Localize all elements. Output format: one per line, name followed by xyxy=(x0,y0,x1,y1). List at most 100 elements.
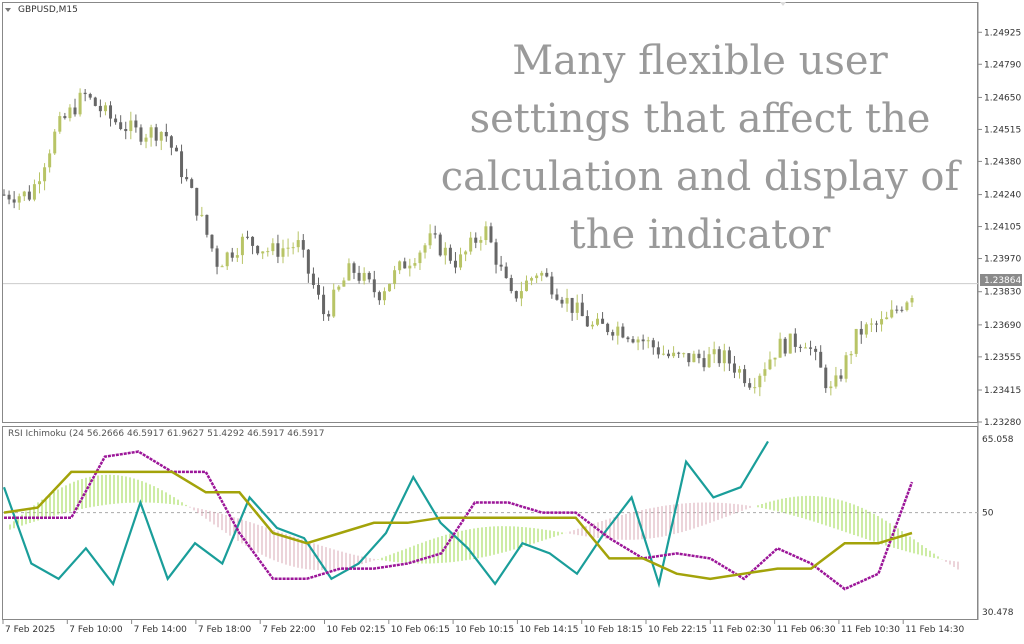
price-tick-label: 1.23830 xyxy=(984,288,1021,298)
candle-body xyxy=(98,105,102,112)
candle-body xyxy=(646,340,650,342)
candle-body xyxy=(839,375,843,379)
rsi-tick-label: 50 xyxy=(982,509,994,519)
candle-body xyxy=(803,347,807,349)
candle-body xyxy=(651,340,655,348)
candle-body xyxy=(83,92,87,95)
candle-body xyxy=(200,214,204,216)
candle-body xyxy=(352,263,356,273)
scroll-marker xyxy=(780,2,786,6)
candle-body xyxy=(266,251,270,253)
candle-body xyxy=(58,116,62,132)
candle-body xyxy=(859,328,863,335)
candle-body xyxy=(256,245,260,254)
candle-body xyxy=(129,120,133,132)
chart-menu-icon[interactable] xyxy=(5,8,11,12)
candle-body xyxy=(611,332,615,336)
candle-body xyxy=(286,247,290,249)
candle-body xyxy=(438,234,442,256)
candle-body xyxy=(296,240,300,248)
candle-body xyxy=(261,251,265,254)
rsi-tick-label: 30.478 xyxy=(982,608,1014,618)
overlay-line-4: the indicator xyxy=(569,212,831,258)
candle-body xyxy=(743,369,747,384)
candle-body xyxy=(245,236,249,238)
price-tick-label: 1.24515 xyxy=(984,125,1021,135)
time-tick-label: 11 Feb 06:30 xyxy=(777,625,836,635)
candle-body xyxy=(519,291,523,299)
candle-body xyxy=(7,194,11,200)
candle-body xyxy=(63,116,67,119)
rsi-line xyxy=(2,440,769,589)
candle-body xyxy=(717,349,721,364)
candle-body xyxy=(342,280,346,287)
candle-body xyxy=(890,309,894,318)
candle-body xyxy=(433,233,437,235)
candle-body xyxy=(834,375,838,387)
candle-body xyxy=(93,97,97,106)
candle-body xyxy=(677,352,681,354)
candle-body xyxy=(753,387,757,389)
candle-body xyxy=(667,353,671,357)
candle-body xyxy=(169,136,173,148)
candle-body xyxy=(367,272,371,280)
candle-body xyxy=(174,147,178,152)
candle-body xyxy=(692,353,696,363)
candle-body xyxy=(32,184,36,200)
candle-body xyxy=(748,383,752,388)
candle-body xyxy=(443,247,447,256)
candle-body xyxy=(580,302,584,317)
indicator-label: RSI Ichimoku (24 56.2666 46.5917 61.9627… xyxy=(8,429,325,439)
candle-body xyxy=(793,333,797,347)
candle-body xyxy=(459,254,463,268)
candle-body xyxy=(453,260,457,268)
candle-body xyxy=(773,357,777,360)
candle-body xyxy=(545,272,549,277)
candle-body xyxy=(874,323,878,325)
candle-body xyxy=(337,286,341,290)
price-tick-label: 1.23280 xyxy=(984,418,1021,428)
candle-body xyxy=(464,251,468,255)
candle-body xyxy=(768,359,772,370)
candle-body xyxy=(53,131,57,154)
candle-body xyxy=(124,128,128,132)
candle-body xyxy=(585,316,589,327)
candle-body xyxy=(149,127,153,138)
candle-body xyxy=(428,233,432,246)
candle-body xyxy=(377,292,381,301)
time-tick-label: 10 Feb 14:15 xyxy=(519,625,578,635)
candle-body xyxy=(159,131,163,141)
candle-body xyxy=(509,278,513,292)
candle-body xyxy=(616,326,620,336)
candle-body xyxy=(570,297,574,313)
candle-body xyxy=(910,298,914,303)
candle-body xyxy=(732,363,736,373)
current-price-value: 1.23864 xyxy=(984,276,1021,286)
time-tick-label: 10 Feb 22:15 xyxy=(648,625,707,635)
candle-body xyxy=(408,265,412,269)
candle-body xyxy=(575,302,579,313)
candle-body xyxy=(388,283,392,292)
candle-body xyxy=(484,226,488,241)
candle-body xyxy=(682,353,686,355)
candle-body xyxy=(327,314,331,317)
candle-body xyxy=(185,177,189,180)
candle-body xyxy=(550,276,554,295)
candle-body xyxy=(17,196,21,203)
candle-body xyxy=(590,324,594,327)
candle-body xyxy=(393,270,397,284)
candle-body xyxy=(854,328,858,354)
candle-body xyxy=(722,350,726,364)
symbol-label: GBPUSD,M15 xyxy=(18,5,78,15)
candle-body xyxy=(2,194,6,196)
candle-body xyxy=(499,264,503,267)
candle-body xyxy=(22,191,26,197)
tenkan-line xyxy=(4,450,914,591)
candle-body xyxy=(631,339,635,343)
candle-body xyxy=(829,386,833,389)
price-tick-label: 1.24790 xyxy=(984,60,1021,70)
current-price-badge xyxy=(980,274,1022,286)
candle-body xyxy=(849,353,853,356)
